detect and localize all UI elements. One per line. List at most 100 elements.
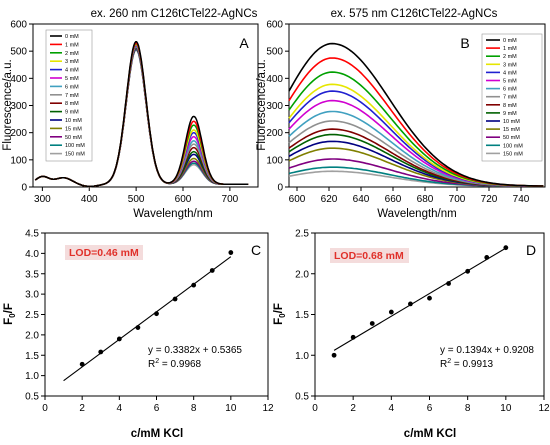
panel-c-xtick-label: 8 bbox=[191, 403, 197, 414]
panel-c-lod-label: LOD=0.46 mM bbox=[69, 247, 139, 259]
panel-a: ex. 260 nm C126tCTel22-AgNCs 0 100 200 300 4… bbox=[2, 8, 259, 220]
panel-c-ytick-label: 0.5 bbox=[25, 392, 39, 403]
panel-c-xtick-label: 10 bbox=[225, 403, 237, 414]
panel-c-ylabel: F0/F bbox=[3, 303, 17, 325]
panel-d-r2-value: = 0.9913 bbox=[451, 359, 493, 370]
panel-b-ylabel: Fluorescence/a.u. bbox=[256, 59, 268, 150]
panel-d-ytick-label: 0.5 bbox=[295, 392, 309, 403]
panel-b-ytick-label: 0 bbox=[277, 183, 283, 194]
panel-a-letter: A bbox=[239, 35, 249, 51]
panel-d-ytick-label: 2.5 bbox=[295, 229, 309, 240]
panel-c-xtick-label: 0 bbox=[42, 403, 48, 414]
panel-d-ylabel-sub: 0 bbox=[278, 313, 287, 318]
panel-a-ytick-label: 200 bbox=[10, 128, 27, 139]
panel-b-legend-label: 1 mM bbox=[503, 46, 517, 52]
panel-a-xlabel: Wavelength/nm bbox=[133, 208, 212, 220]
panel-a-ytick-label: 100 bbox=[10, 155, 27, 166]
panel-a-ytick-label: 300 bbox=[10, 101, 27, 112]
panel-c-ytick-label: 4.5 bbox=[25, 229, 39, 240]
panel-b: ex. 575 nm C126tCTel22-AgNCs 0 100 200 300 4… bbox=[256, 8, 546, 220]
panel-c-equation: y = 0.3382x + 0.5365 bbox=[148, 345, 242, 356]
panel-b-legend-label: 100 mM bbox=[503, 143, 523, 149]
panel-c-data-point bbox=[135, 325, 141, 330]
panel-d-data-point bbox=[388, 309, 394, 315]
panel-c-ylabel-tail: /F bbox=[3, 303, 15, 313]
panel-c-xtick-label: 12 bbox=[262, 403, 274, 414]
panel-a-legend-label: 0 mM bbox=[65, 34, 79, 40]
panel-b-legend-label: 8 mM bbox=[503, 103, 517, 109]
panel-b-ytick-label: 200 bbox=[266, 128, 283, 139]
panel-c-ytick-label: 1.0 bbox=[25, 371, 39, 382]
panel-d: 0.5 1.0 1.5 2.0 2.5 0 2 4 6 8 10 12 D LOD=0.68 mM y… bbox=[273, 229, 550, 441]
panel-d-xtick-label: 8 bbox=[465, 403, 471, 414]
panel-a-ytick-label: 500 bbox=[10, 47, 27, 58]
panel-d-data-point bbox=[350, 334, 356, 340]
panel-d-xlabel: c/mM KCl bbox=[404, 428, 456, 440]
panel-b-legend-label: 9 mM bbox=[503, 111, 517, 117]
panel-a-xtick-label: 500 bbox=[128, 194, 145, 205]
panel-b-legend-label: 2 mM bbox=[503, 54, 517, 60]
panel-a-xtick-label: 300 bbox=[34, 194, 51, 205]
panel-d-xtick-label: 12 bbox=[538, 403, 550, 414]
panel-b-xtick-label: 620 bbox=[321, 194, 338, 205]
panel-b-legend-label: 7 mM bbox=[503, 95, 517, 101]
panel-b-legend-label: 15 mM bbox=[503, 127, 520, 133]
panel-d-letter: D bbox=[526, 242, 536, 258]
panel-c-data-point bbox=[228, 250, 234, 255]
panel-c-r2-symbol: R bbox=[148, 359, 155, 370]
panel-a-legend-label: 5 mM bbox=[65, 76, 79, 82]
panel-c-data-point bbox=[98, 349, 104, 355]
panel-d-data-point bbox=[446, 281, 451, 286]
panel-b-xtick-label: 680 bbox=[417, 194, 434, 205]
panel-c-xlabel: c/mM KCl bbox=[131, 428, 183, 440]
panel-a-legend-label: 9 mM bbox=[65, 110, 79, 116]
panel-c: 0.5 1.0 1.5 2.0 2.5 3.0 3.5 4.0 4.5 0 2 4 6 8 10 12 C L… bbox=[3, 229, 274, 441]
panel-d-xtick-label: 0 bbox=[312, 403, 318, 414]
panel-a-title: ex. 260 nm C126tCTel22-AgNCs bbox=[91, 8, 258, 20]
panel-c-data-point bbox=[209, 268, 215, 273]
panel-d-data-point bbox=[331, 352, 337, 358]
panel-b-title: ex. 575 nm C126tCTel22-AgNCs bbox=[331, 8, 498, 20]
panel-a-ytick-label: 600 bbox=[10, 20, 27, 31]
panel-a-legend-label: 10 mM bbox=[65, 118, 82, 124]
panel-d-ylabel-tail: /F bbox=[273, 303, 285, 313]
panel-d-xtick-label: 10 bbox=[500, 403, 512, 414]
panel-a-series-line bbox=[34, 41, 249, 188]
panel-d-ylabel-main: F bbox=[273, 318, 285, 325]
panel-b-letter: B bbox=[460, 35, 469, 51]
panel-b-legend-label: 50 mM bbox=[503, 135, 520, 141]
panel-d-ytick-label: 2.0 bbox=[295, 269, 309, 280]
panel-c-ytick-label: 3.5 bbox=[25, 269, 39, 280]
panel-b-xtick-label: 720 bbox=[481, 194, 498, 205]
panel-b-ytick-label: 600 bbox=[266, 20, 283, 31]
panel-b-legend-box bbox=[481, 33, 543, 162]
panel-b-ytick-label: 300 bbox=[266, 101, 283, 112]
panel-b-ytick-label: 400 bbox=[266, 74, 283, 85]
panel-d-data-point bbox=[465, 268, 471, 274]
panel-a-xtick-label: 400 bbox=[81, 194, 98, 205]
panel-b-legend-label: 4 mM bbox=[503, 70, 517, 76]
panel-c-xtick-label: 6 bbox=[154, 403, 160, 414]
panel-b-legend-label: 0 mM bbox=[503, 38, 517, 44]
panel-b-xtick-label: 640 bbox=[353, 194, 370, 205]
panel-a-legend-label: 4 mM bbox=[65, 68, 79, 74]
panel-c-lod-box bbox=[65, 245, 143, 260]
panel-d-data-point bbox=[369, 321, 375, 326]
panel-c-xtick-label: 2 bbox=[79, 403, 85, 414]
panel-c-ytick-label: 2.0 bbox=[25, 330, 39, 341]
panel-d-fit-line bbox=[333, 247, 507, 351]
panel-d-ylabel: F0/F bbox=[273, 303, 287, 325]
panel-d-data-point bbox=[503, 245, 509, 251]
panel-d-r2: R2 = 0.9913 bbox=[440, 358, 494, 370]
panel-c-data-point bbox=[154, 311, 159, 317]
panel-b-ytick-label: 500 bbox=[266, 47, 283, 58]
panel-c-r2-value: = 0.9968 bbox=[159, 359, 201, 370]
panel-d-lod-box bbox=[330, 248, 409, 263]
panel-a-ytick-label: 400 bbox=[10, 74, 27, 85]
panel-c-xtick-label: 4 bbox=[117, 403, 123, 414]
panel-a-legend-label: 150 mM bbox=[65, 152, 85, 158]
panel-a-ytick-label: 0 bbox=[21, 183, 27, 194]
panel-d-r2-superscript: 2 bbox=[447, 358, 451, 365]
panel-b-legend-label: 150 mM bbox=[503, 151, 523, 157]
